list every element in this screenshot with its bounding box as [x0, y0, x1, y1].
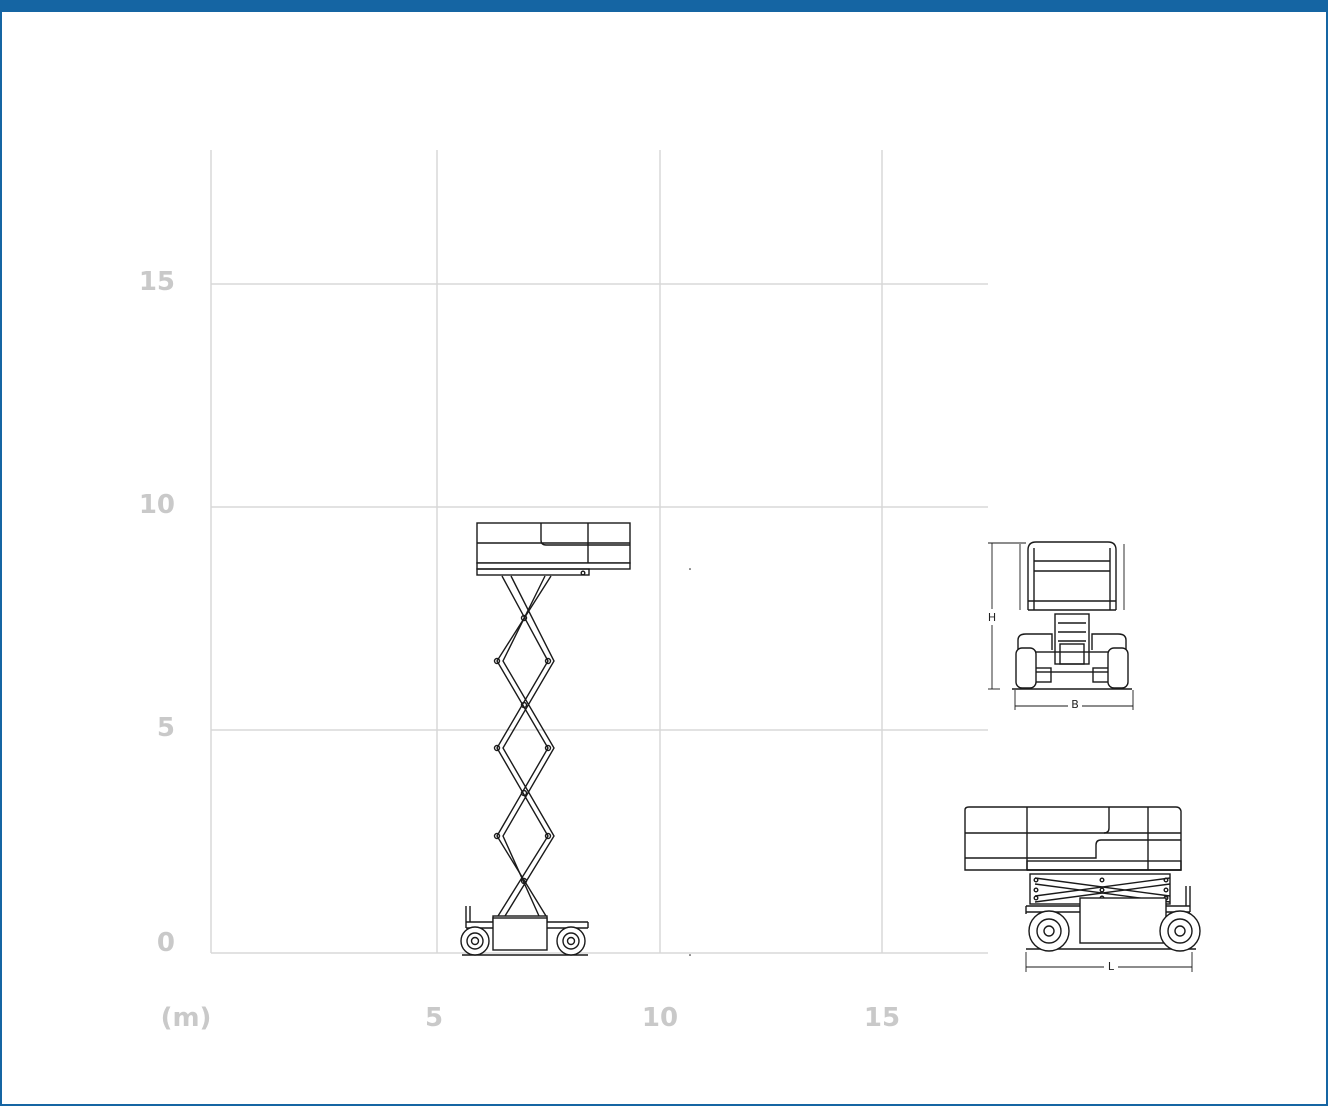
- grid: [210, 150, 988, 954]
- x-tick-label-15: 15: [864, 1003, 900, 1033]
- x-tick-label-5: 5: [425, 1003, 443, 1033]
- front-view-stowed: H B: [985, 541, 1134, 711]
- scissor-stack: [493, 575, 555, 917]
- lift-wheel-front: [556, 926, 586, 956]
- side-view-stowed: L: [964, 806, 1201, 973]
- y-tick-label-15: 15: [139, 267, 175, 297]
- unit-label: (m): [161, 1003, 212, 1033]
- y-tick-label-10: 10: [139, 490, 175, 520]
- length-dimension-label: L: [1108, 960, 1115, 973]
- lift-wheel-rear: [460, 926, 490, 956]
- y-tick-label-0: 0: [157, 928, 175, 958]
- scissor-lift-extended: [460, 522, 691, 956]
- y-tick-label-5: 5: [157, 713, 175, 743]
- platform-deck: [476, 562, 631, 570]
- height-dimension-label: H: [988, 611, 996, 624]
- width-dimension-label: B: [1071, 698, 1079, 711]
- platform-guardrail: [476, 522, 631, 564]
- x-tick-label-10: 10: [642, 1003, 678, 1033]
